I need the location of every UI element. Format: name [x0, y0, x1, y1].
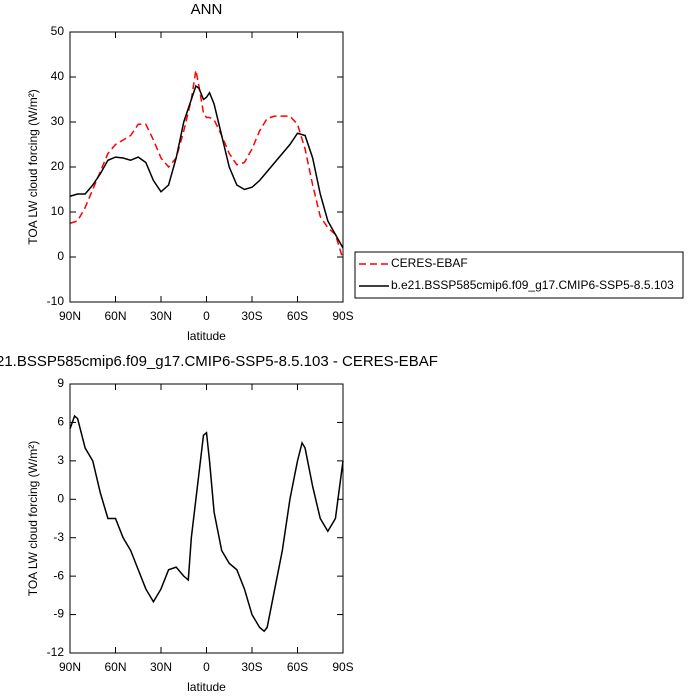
y-tick-label: 10 — [51, 204, 65, 218]
plot-frame — [69, 383, 344, 654]
y-tick-label: 6 — [57, 415, 64, 429]
y-tick-label: -3 — [53, 530, 64, 544]
x-tick-label: 60N — [104, 660, 126, 674]
y-axis-label: TOA LW cloud forcing (W/m²) — [26, 441, 40, 597]
x-tick-label: 90S — [332, 309, 353, 323]
y-tick-label: -6 — [53, 568, 64, 582]
data-line — [69, 70, 344, 260]
legend-label: CERES-EBAF — [391, 256, 468, 270]
chart-title: b.e21.BSSP585cmip6.f09_g17.CMIP6-SSP5-8.… — [0, 353, 438, 370]
chart-title: ANN — [191, 1, 223, 18]
y-tick-label: 50 — [51, 24, 65, 38]
y-tick-label: -9 — [53, 607, 64, 621]
x-axis-label: latitude — [187, 680, 226, 694]
x-tick-label: 30S — [241, 309, 262, 323]
legend: CERES-EBAF b.e21.BSSP585cmip6.f09_g17.CMI… — [354, 251, 684, 299]
y-tick-label: 0 — [57, 491, 64, 505]
y-tick-label: -12 — [47, 645, 65, 659]
x-tick-label: 30N — [150, 309, 172, 323]
x-tick-label: 90N — [59, 660, 81, 674]
x-tick-label: 60S — [287, 660, 308, 674]
legend-label: b.e21.BSSP585cmip6.f09_g17.CMIP6-SSP5-8.… — [391, 278, 674, 292]
x-tick-label: 60N — [104, 309, 126, 323]
y-axis-label: TOA LW cloud forcing (W/m²) — [26, 89, 40, 245]
x-tick-label: 30N — [150, 660, 172, 674]
plot-frame — [69, 31, 344, 303]
y-tick-label: 40 — [51, 69, 65, 83]
y-tick-label: 20 — [51, 159, 65, 173]
legend-box — [354, 251, 684, 299]
data-line — [69, 414, 344, 633]
x-tick-label: 30S — [241, 660, 262, 674]
y-tick-label: 9 — [57, 376, 64, 390]
x-tick-label: 60S — [287, 309, 308, 323]
x-tick-label: 90N — [59, 309, 81, 323]
x-tick-label: 0 — [203, 309, 210, 323]
y-tick-label: 0 — [57, 249, 64, 263]
y-tick-label: -10 — [47, 294, 65, 308]
y-tick-label: 3 — [57, 453, 64, 467]
y-tick-label: 30 — [51, 114, 65, 128]
x-tick-label: 0 — [203, 660, 210, 674]
x-tick-label: 90S — [332, 660, 353, 674]
x-axis-label: latitude — [187, 329, 226, 343]
data-line — [69, 84, 344, 249]
